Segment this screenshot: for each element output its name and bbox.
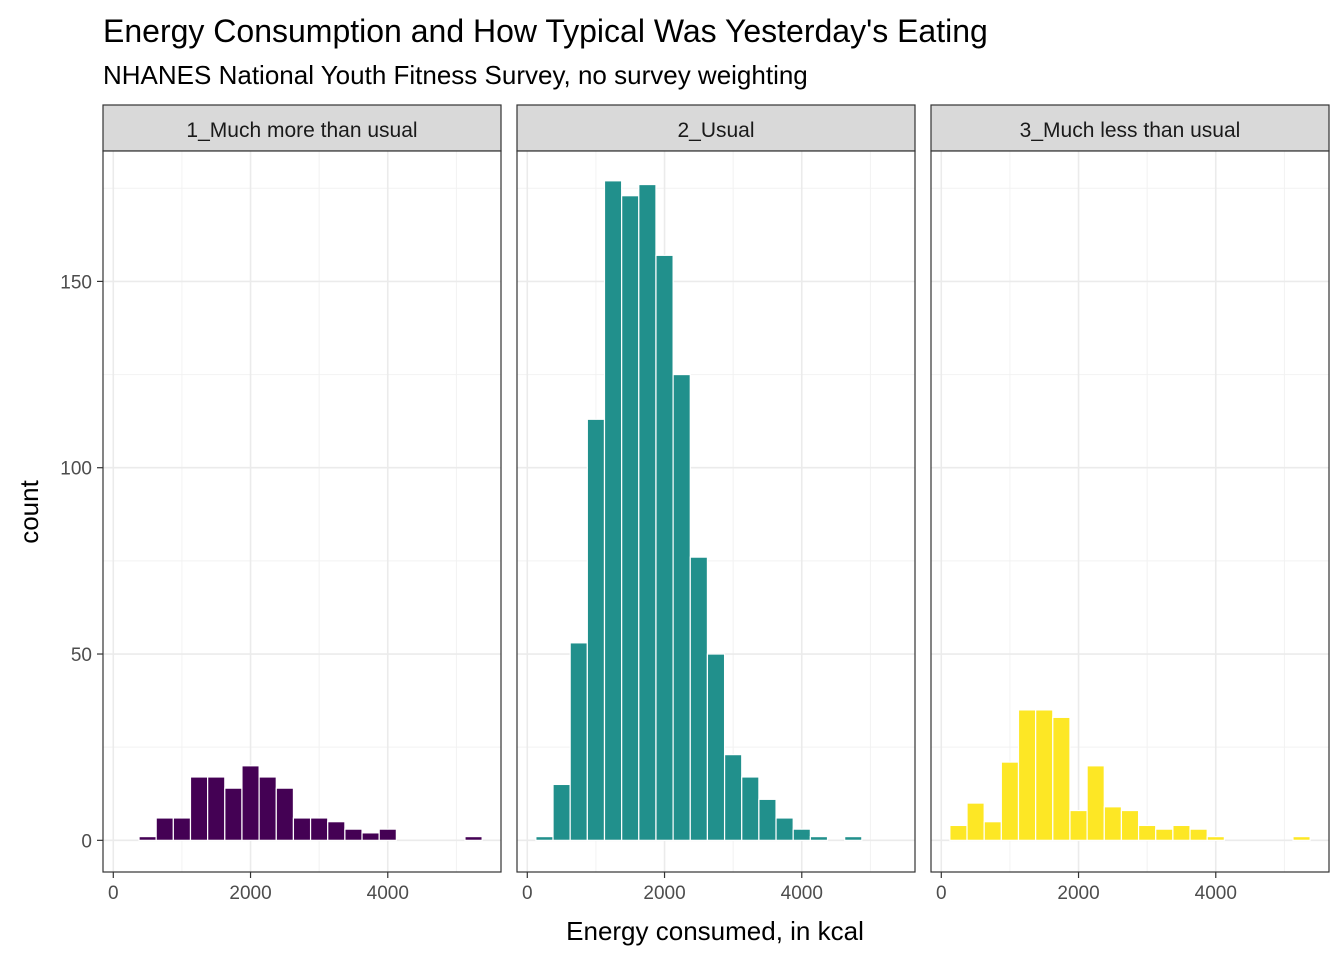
panel-border	[930, 150, 1330, 873]
y-tick-label: 100	[60, 459, 92, 480]
histogram-bar	[1052, 716, 1071, 841]
facet-strip	[102, 104, 502, 152]
histogram-bar	[155, 817, 174, 841]
x-tick-label: 4000	[367, 883, 409, 904]
histogram-bar	[1086, 765, 1105, 841]
histogram-bar	[949, 824, 968, 841]
histogram-bar	[569, 642, 588, 841]
x-tick-label: 4000	[781, 883, 823, 904]
histogram-bar	[638, 183, 657, 841]
histogram-bar	[189, 776, 209, 841]
facet-strip-label: 2_Usual	[677, 119, 754, 142]
y-axis-title: count	[14, 479, 44, 543]
histogram-bar	[1103, 806, 1123, 841]
y-tick-label: 150	[60, 272, 92, 293]
histogram-bar	[966, 802, 985, 841]
histogram-bar	[1189, 828, 1208, 841]
histogram-bar	[361, 832, 380, 841]
histogram-bar	[241, 765, 260, 841]
histogram-bar	[224, 787, 243, 841]
histogram-bar	[621, 195, 640, 841]
x-tick-label: 0	[936, 883, 947, 904]
histogram-bar	[1206, 836, 1225, 841]
x-tick-label: 2000	[643, 883, 685, 904]
chart-title: Energy Consumption and How Typical Was Y…	[103, 13, 988, 49]
x-tick-label: 4000	[1195, 883, 1237, 904]
facet-strip-label: 3_Much less than usual	[1020, 119, 1241, 142]
facet-panel: 3_Much less than usual 0 2000 4000	[930, 104, 1330, 904]
x-tick-label: 0	[108, 883, 119, 904]
histogram-bar	[1035, 709, 1054, 841]
histogram-bar	[758, 798, 777, 841]
panel-border	[102, 150, 502, 873]
facet-strip-label: 1_Much more than usual	[186, 119, 417, 142]
histogram-bar	[1120, 809, 1140, 841]
x-tick-label: 2000	[229, 883, 271, 904]
histogram-bar	[309, 817, 329, 841]
histogram-bar	[344, 828, 363, 841]
histogram-bar	[723, 754, 743, 841]
histogram-bar	[792, 828, 811, 841]
y-tick-label: 0	[81, 831, 92, 852]
y-tick-label: 50	[71, 645, 92, 666]
histogram-bar	[672, 373, 691, 841]
histogram-bar	[983, 821, 1002, 841]
x-axis-title: Energy consumed, in kcal	[566, 916, 864, 946]
histogram-bar	[844, 836, 863, 841]
facet-panel: 2_Usual 0 2000 4000	[516, 104, 916, 904]
histogram-bar	[464, 836, 483, 841]
histogram-bar	[586, 418, 606, 841]
histogram-bar	[378, 828, 397, 841]
histogram-bar	[207, 776, 226, 841]
histogram-bar	[275, 787, 295, 841]
histogram-bar	[603, 180, 623, 841]
histogram-bar	[1000, 761, 1020, 841]
histogram-bar	[552, 783, 571, 841]
histogram-bar	[1155, 828, 1174, 841]
histogram-bar	[809, 836, 829, 841]
histogram-bar	[1292, 836, 1311, 841]
histogram-bar	[1017, 709, 1037, 841]
x-tick-label: 2000	[1057, 883, 1099, 904]
histogram-bar	[1172, 824, 1191, 841]
histogram-bar	[292, 817, 312, 841]
chart-subtitle: NHANES National Youth Fitness Survey, no…	[103, 60, 808, 90]
histogram-bar	[535, 836, 554, 841]
histogram-bar	[327, 821, 346, 841]
facet-strip	[516, 104, 916, 152]
histogram-bar	[689, 556, 709, 841]
histogram-bar	[258, 776, 277, 841]
panel-background	[103, 151, 501, 872]
histogram-bar	[706, 653, 726, 841]
histogram-bar	[172, 817, 192, 841]
histogram-bar	[741, 776, 760, 841]
panel-border	[516, 150, 916, 873]
histogram-bar	[655, 254, 674, 841]
histogram-bar	[775, 817, 794, 841]
facet-panel: 1_Much more than usual 0 2000 4000	[102, 104, 502, 904]
facet-strip	[930, 104, 1330, 152]
x-tick-label: 0	[522, 883, 533, 904]
y-axis: 0 50 100 150	[60, 272, 103, 852]
histogram-bar	[138, 836, 157, 841]
histogram-bar	[1069, 809, 1088, 841]
histogram-bar	[1137, 824, 1157, 841]
panel-background	[931, 151, 1329, 872]
